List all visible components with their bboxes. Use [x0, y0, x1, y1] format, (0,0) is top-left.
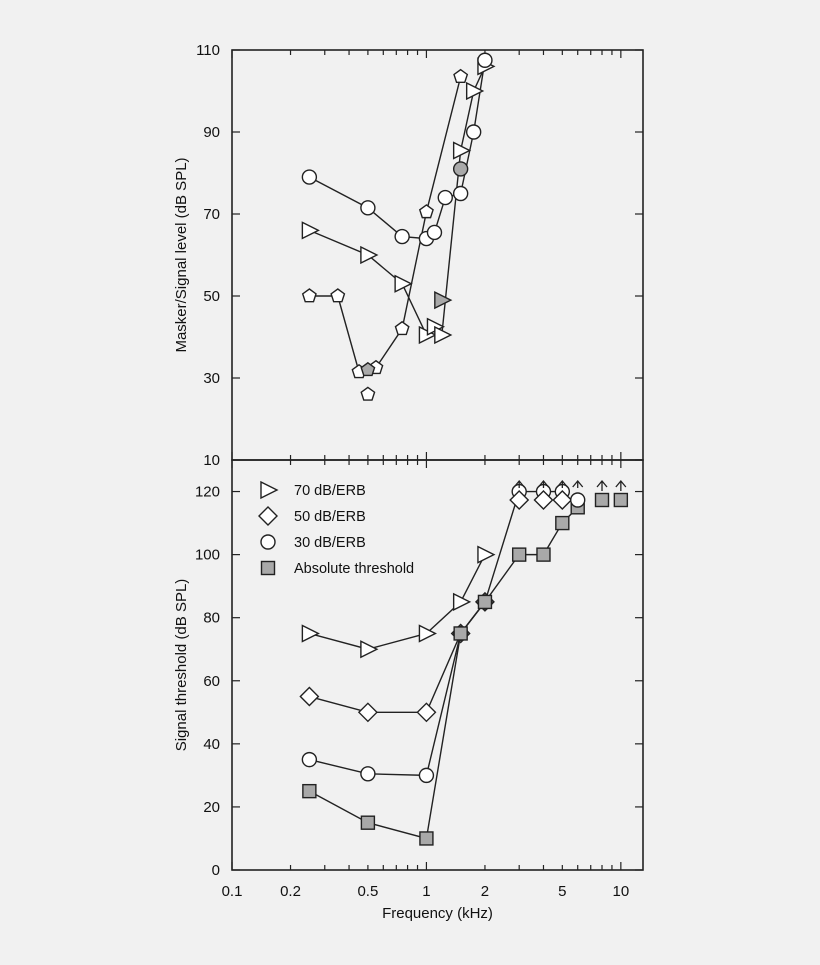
- data-point-square: [536, 547, 551, 562]
- data-point-circle: [437, 189, 453, 206]
- data-point-pentagon: [330, 288, 346, 303]
- data-point-pentagon: [360, 361, 376, 377]
- data-point-circle: [452, 161, 469, 177]
- above-range-diamond: [509, 490, 530, 510]
- up-arrow-head: [537, 479, 549, 488]
- y-tick-label: 50: [203, 288, 220, 305]
- up-arrow-head: [556, 479, 568, 488]
- data-point-circle: [301, 751, 318, 768]
- data-point-triangle-right: [434, 290, 453, 310]
- data-point-triangle-right: [465, 81, 485, 101]
- x-tick-label: 0.5: [357, 883, 378, 900]
- data-point-square: [511, 547, 527, 562]
- data-point-pentagon: [418, 204, 434, 219]
- legend-marker-square: [260, 560, 276, 576]
- x-tick-label: 2: [481, 883, 489, 900]
- legend-marker-circle: [260, 534, 276, 550]
- data-point-diamond: [416, 702, 437, 723]
- data-point-pentagon: [394, 320, 410, 336]
- data-point-square: [555, 515, 570, 531]
- data-point-pentagon: [360, 386, 376, 401]
- data-point-triangle-right: [418, 624, 437, 643]
- y-tick-label: 0: [212, 862, 220, 879]
- data-point-circle: [301, 169, 318, 185]
- data-point-circle: [418, 767, 435, 784]
- data-point-square: [360, 815, 376, 830]
- legend-marker-diamond: [258, 506, 278, 526]
- bottom-panel: 0 20 40 60 80 100 120 Signal threshold (dB SPL)…: [173, 459, 644, 922]
- up-arrow-head: [572, 479, 584, 488]
- y-tick-label: 100: [195, 547, 220, 564]
- y-tick-label: 60: [203, 673, 220, 690]
- x-axis-label: Frequency (kHz): [382, 905, 493, 922]
- x-tick-label: 10: [613, 883, 630, 900]
- data-point-triangle-right: [452, 141, 472, 160]
- legend-label: Absolute threshold: [294, 561, 414, 577]
- data-point-circle: [426, 224, 443, 241]
- y-axis-label: Signal threshold (dB SPL): [173, 579, 190, 752]
- series-line-diamond: [309, 601, 486, 714]
- data-point-diamond: [357, 702, 378, 723]
- y-tick-label: 40: [203, 736, 220, 753]
- y-tick-label: 20: [203, 799, 220, 816]
- data-point-circle: [360, 200, 376, 216]
- legend-marker-triangle-right: [260, 480, 279, 500]
- plot-frame: [231, 459, 644, 871]
- data-point-circle: [465, 124, 482, 140]
- legend-label: 70 dB/ERB: [294, 483, 366, 499]
- above-range-diamond: [552, 490, 573, 510]
- data-point-diamond: [299, 686, 320, 707]
- data-point-triangle-right: [434, 325, 453, 345]
- up-arrow-head: [615, 479, 627, 488]
- data-point-triangle-right: [301, 624, 320, 643]
- x-tick-label: 1: [422, 883, 430, 900]
- y-tick-label: 10: [203, 452, 220, 469]
- data-point-square: [419, 831, 434, 846]
- legend-label: 50 dB/ERB: [294, 509, 366, 525]
- data-point-pentagon: [301, 288, 317, 303]
- data-point-square: [453, 626, 468, 641]
- data-point-square: [477, 594, 493, 610]
- x-tick-label: 0.1: [222, 883, 243, 900]
- data-point-triangle-right: [360, 245, 379, 265]
- y-tick-label: 30: [203, 370, 220, 387]
- data-point-circle: [477, 52, 493, 68]
- up-arrow-head: [596, 479, 608, 488]
- above-range-square: [594, 492, 610, 508]
- data-point-circle: [394, 228, 410, 245]
- data-point-square: [302, 783, 317, 799]
- data-point-triangle-right: [452, 592, 472, 612]
- up-arrow-head: [513, 479, 525, 488]
- data-point-circle: [452, 185, 469, 202]
- above-range-diamond: [533, 490, 554, 510]
- data-point-pentagon: [453, 68, 469, 84]
- data-point-triangle-right: [301, 221, 320, 240]
- above-range-circle: [570, 492, 586, 508]
- legend-label: 30 dB/ERB: [294, 535, 366, 551]
- y-tick-label: 110: [196, 42, 220, 59]
- plot-frame: [231, 49, 644, 461]
- above-range-square: [613, 492, 629, 508]
- top-panel: 10 30 50 70 90 110 Masker/Signal level (dB SPL…: [173, 42, 644, 469]
- x-tick-label: 5: [558, 883, 566, 900]
- y-axis-label: Masker/Signal level (dB SPL): [173, 157, 190, 352]
- y-tick-label: 90: [203, 124, 220, 141]
- y-tick-label: 80: [203, 610, 220, 627]
- data-point-triangle-right: [394, 274, 413, 293]
- data-point-triangle-right: [477, 545, 496, 564]
- y-tick-label: 70: [203, 206, 220, 223]
- data-point-triangle-right: [360, 640, 379, 659]
- x-tick-label: 0.2: [280, 883, 301, 900]
- data-point-circle: [360, 766, 376, 782]
- y-tick-label: 120: [195, 484, 220, 501]
